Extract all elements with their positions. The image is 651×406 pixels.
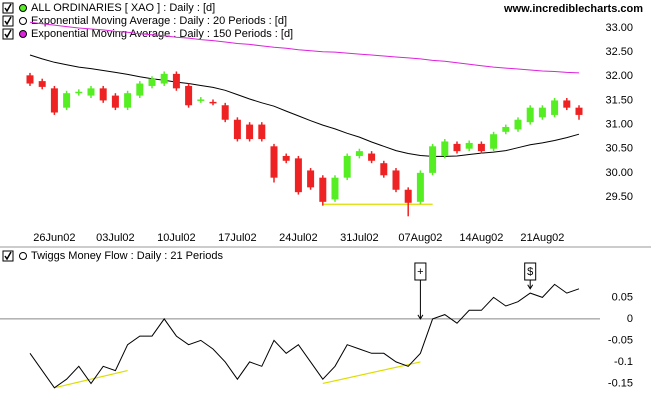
candle-body	[575, 107, 583, 115]
panel-title: Twiggs Money Flow : Daily : 21 Periods	[31, 250, 223, 262]
moving-average-line	[29, 54, 580, 157]
candle-body	[50, 88, 58, 113]
x-tick-label: 21Aug02	[520, 232, 564, 244]
trendline	[54, 369, 128, 389]
candle-body	[551, 100, 559, 115]
legend-label: Exponential Moving Average : Daily : 20 …	[31, 15, 287, 27]
x-tick-label: 14Aug02	[459, 232, 503, 244]
candle-body	[380, 163, 388, 176]
candle-body	[233, 119, 241, 140]
marker-box	[524, 262, 537, 281]
y-tick-label: 32.00	[605, 70, 633, 82]
moving-average-line	[29, 21, 580, 74]
candle-body	[221, 105, 229, 120]
chart-title: ALL ORDINARIES [ XAO ] : Daily : [d]	[31, 2, 215, 14]
y-tick-label: -0.1	[614, 356, 633, 368]
candle-body	[197, 99, 205, 101]
candle-body	[441, 141, 449, 156]
candle-body	[148, 78, 156, 86]
y-tick-label: 32.50	[605, 46, 633, 58]
candle-body	[392, 170, 400, 190]
y-tick-label: 31.50	[605, 94, 633, 106]
candle-body	[490, 134, 498, 149]
candle-body	[526, 107, 534, 123]
y-tick-label: 0	[627, 313, 633, 325]
candle-body	[416, 172, 424, 202]
candle-body	[75, 91, 83, 94]
checkmark	[4, 251, 12, 261]
candle-body	[404, 189, 412, 203]
y-tick-label: 33.00	[605, 22, 633, 34]
legend-dot	[19, 30, 27, 38]
legend-dot	[19, 4, 27, 12]
candle-body	[465, 142, 473, 149]
candle-body	[477, 143, 485, 152]
candle-body	[172, 73, 180, 89]
y-tick-label: 29.50	[605, 191, 633, 203]
candle-body	[185, 85, 193, 106]
candle-body	[99, 88, 107, 101]
y-tick-label: 0.05	[612, 291, 633, 303]
y-tick-label: -0.05	[608, 334, 633, 346]
checkmark	[4, 29, 12, 39]
candle-body	[63, 93, 71, 108]
candle-body	[111, 95, 119, 108]
candle-body	[26, 75, 34, 84]
candle-body	[563, 100, 571, 108]
candle-body	[136, 83, 144, 96]
candle-body	[270, 146, 278, 178]
candle-body	[355, 151, 363, 156]
legend-dot	[19, 252, 27, 260]
candle-body	[258, 124, 266, 140]
source: www.incrediblecharts.com	[503, 3, 643, 15]
marker-arrowhead	[417, 314, 424, 320]
candle-body	[514, 119, 522, 130]
x-tick-label: 10Jul02	[157, 232, 196, 244]
legend-dot	[19, 17, 27, 25]
x-tick-label: 24Jul02	[279, 232, 318, 244]
y-tick-label: 30.00	[605, 167, 633, 179]
candle-body	[538, 107, 546, 118]
legend-label: Exponential Moving Average : Daily : 150…	[31, 28, 293, 40]
candle-body	[368, 153, 376, 161]
y-tick-label: 30.50	[605, 143, 633, 155]
candle-body	[343, 155, 351, 178]
trendline	[322, 361, 421, 385]
candle-body	[319, 177, 327, 202]
legend-checkboxes	[2, 2, 27, 262]
candle-body	[429, 146, 437, 173]
y-tick-label: -0.15	[608, 377, 633, 389]
checkmark	[4, 16, 12, 26]
candle-body	[246, 124, 254, 140]
x-tick-label: 17Jul02	[218, 232, 257, 244]
marker-label: +	[417, 266, 423, 278]
candle-body	[331, 177, 339, 200]
x-tick-label: 26Jun02	[33, 232, 75, 244]
marker-arrowhead	[527, 284, 534, 290]
x-tick-label: 03Jul02	[96, 232, 135, 244]
candle-body	[307, 170, 315, 188]
x-tick-label: 31Jul02	[340, 232, 379, 244]
candle-body	[502, 126, 510, 132]
candle-body	[160, 73, 168, 84]
x-tick-label: 07Aug02	[398, 232, 442, 244]
money-flow-line	[29, 283, 580, 389]
candle-body	[453, 143, 461, 152]
candle-body	[294, 158, 302, 193]
candle-body	[124, 93, 132, 108]
checkmark	[4, 3, 12, 13]
candle-body	[282, 155, 290, 161]
candle-body	[38, 81, 46, 87]
marker-label: $	[527, 266, 533, 278]
y-tick-label: 31.00	[605, 118, 633, 130]
candle-body	[87, 88, 95, 96]
marker-box	[414, 262, 427, 281]
candle-body	[209, 101, 217, 104]
